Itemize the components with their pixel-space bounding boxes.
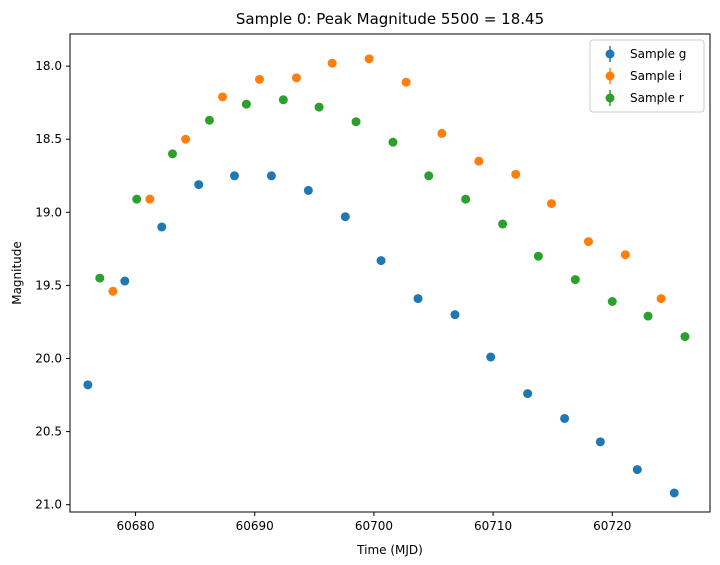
legend: Sample g Sample i Sample r [589,39,705,113]
data-point [314,102,324,112]
data-point [132,194,142,204]
data-point [303,185,313,195]
data-point [669,488,679,498]
data-point [533,251,543,261]
legend-item: Sample r [605,90,684,106]
y-tick-label: 19.5 [35,278,62,292]
x-tick-label: 60710 [474,519,512,533]
x-axis-label: Time (MJD) [356,543,423,557]
data-point [643,311,653,321]
data-point [108,286,118,296]
data-point [413,294,423,304]
data-point [632,465,642,475]
data-point [498,219,508,229]
data-point [424,171,434,181]
data-point [167,149,177,159]
data-point [266,171,276,181]
data-point [461,194,471,204]
data-point [607,297,617,307]
y-tick-label: 20.5 [35,425,62,439]
data-point [560,413,570,423]
legend-marker [605,49,615,59]
data-point [570,275,580,285]
data-point [157,222,167,232]
y-tick-label: 20.0 [35,352,62,366]
data-point [181,134,191,144]
series-sample-i [108,54,666,304]
data-points [83,54,690,498]
data-point [218,92,228,102]
legend-label: Sample i [630,69,682,83]
data-point [474,156,484,166]
y-axis-label: Magnitude [10,241,24,305]
data-point [450,310,460,320]
x-tick-label: 60720 [593,519,631,533]
chart-title: Sample 0: Peak Magnitude 5500 = 18.45 [236,10,544,28]
legend-label: Sample r [630,91,684,105]
data-point [229,171,239,181]
data-point [241,99,251,109]
data-point [145,194,155,204]
y-tick-label: 18.5 [35,132,62,146]
data-point [401,77,411,87]
legend-marker [605,71,615,81]
data-point [340,212,350,222]
data-point [620,250,630,260]
data-point [83,380,93,390]
x-axis: 60680 60690 60700 60710 60720 [116,512,631,533]
series-sample-r [95,95,690,342]
y-tick-label: 19.0 [35,205,62,219]
legend-label: Sample g [630,47,686,61]
data-point [254,74,264,84]
legend-item: Sample i [605,68,682,84]
data-point [486,352,496,362]
data-point [583,237,593,247]
data-point [595,437,605,447]
legend-marker [605,93,615,103]
x-tick-label: 60680 [116,519,154,533]
data-point [523,389,533,399]
x-tick-label: 60690 [236,519,274,533]
plot-area [69,33,711,513]
data-point [194,180,204,190]
data-point [278,95,288,105]
y-tick-label: 21.0 [35,498,62,512]
legend-box [589,39,705,113]
legend-item: Sample g [605,46,686,62]
x-tick-label: 60700 [355,519,393,533]
data-point [546,199,556,209]
data-point [511,169,521,179]
data-point [364,54,374,64]
data-point [327,58,337,68]
data-point [291,73,301,83]
data-point [680,332,690,342]
data-point [376,256,386,266]
data-point [388,137,398,147]
y-axis: 18.0 18.5 19.0 19.5 20.0 20.5 21.0 [35,59,70,512]
data-point [656,294,666,304]
y-tick-label: 18.0 [35,59,62,73]
series-sample-g [83,171,679,498]
data-point [120,276,130,286]
data-point [95,273,105,283]
data-point [437,128,447,138]
data-point [351,117,361,127]
data-point [204,115,214,125]
